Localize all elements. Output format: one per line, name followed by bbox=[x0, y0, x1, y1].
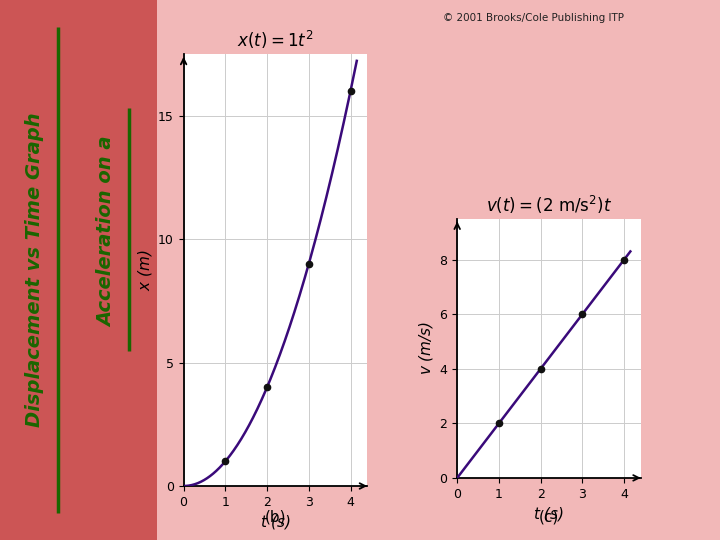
Text: Acceleration on a: Acceleration on a bbox=[97, 137, 116, 327]
Text: © 2001 Brooks/Cole Publishing ITP: © 2001 Brooks/Cole Publishing ITP bbox=[443, 12, 624, 23]
X-axis label: $t$ (s): $t$ (s) bbox=[534, 505, 564, 523]
Text: (c): (c) bbox=[539, 509, 559, 524]
Text: Displacement vs Time Graph: Displacement vs Time Graph bbox=[25, 113, 44, 427]
X-axis label: $t$ (s): $t$ (s) bbox=[260, 513, 291, 531]
Y-axis label: $v$ (m/s): $v$ (m/s) bbox=[418, 321, 436, 375]
Title: $x(t) = 1t^2$: $x(t) = 1t^2$ bbox=[237, 29, 314, 51]
Title: $v(t) = (2\ \mathrm{m/s}^2)t$: $v(t) = (2\ \mathrm{m/s}^2)t$ bbox=[486, 194, 612, 216]
Text: (b): (b) bbox=[265, 509, 287, 524]
Y-axis label: $x$ (m): $x$ (m) bbox=[136, 249, 154, 291]
